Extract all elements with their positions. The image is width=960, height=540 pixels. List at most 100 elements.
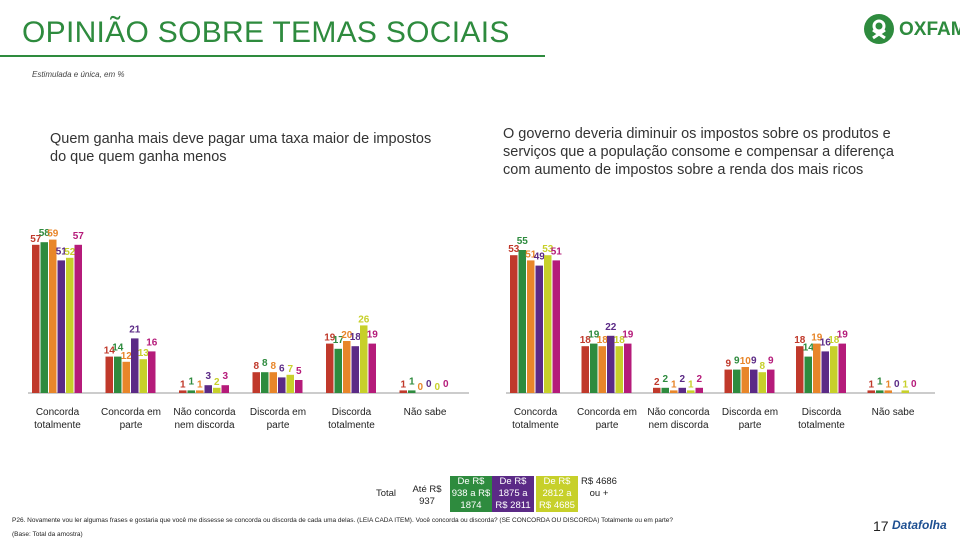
chart-2-data-label: 49 <box>534 252 546 263</box>
chart-2-category-label: Discorda em <box>722 407 778 418</box>
chart-1-data-label: 1 <box>409 376 415 387</box>
chart-1-bar <box>187 390 195 393</box>
legend-c1: Até R$ 937 <box>412 484 442 507</box>
chart-1-bar <box>105 356 113 393</box>
chart-2-data-label: 19 <box>811 333 823 344</box>
chart-1-data-label: 20 <box>341 330 353 341</box>
chart-2-bar <box>901 390 909 393</box>
chart-1-data-label: 51 <box>56 246 68 257</box>
chart-1-bar <box>66 257 74 393</box>
chart-2-bar <box>518 250 526 393</box>
chart-1-bar <box>343 341 351 393</box>
chart-2-data-label: 9 <box>734 356 740 367</box>
chart-1-data-label: 21 <box>129 324 141 335</box>
chart-2-bar <box>767 369 775 393</box>
chart-2-category-label: parte <box>596 420 619 431</box>
chart-1-data-label: 0 <box>434 382 440 393</box>
chart-1-category-label: Concorda em <box>101 407 161 418</box>
legend-c5: R$ 4686 ou + <box>581 476 617 499</box>
chart-2-data-label: 1 <box>885 379 891 390</box>
chart-1-bar <box>196 390 204 393</box>
chart-2-bar <box>590 343 598 393</box>
chart-1-bar <box>204 385 212 393</box>
chart-2-category-label: Não concorda <box>647 407 710 418</box>
chart-1-data-label: 58 <box>39 228 51 239</box>
chart-2-data-label: 1 <box>671 379 677 390</box>
chart-1-data-label: 6 <box>279 363 285 374</box>
chart-1-category-label: Discorda em <box>250 407 306 418</box>
chart-2-data-label: 19 <box>622 330 634 341</box>
chart-1-bar <box>114 356 122 393</box>
chart-2-category-label: nem discorda <box>648 420 708 431</box>
chart-2-data-label: 2 <box>679 374 685 385</box>
chart-1-data-label: 12 <box>121 351 133 362</box>
chart-1-data-label: 19 <box>324 333 336 344</box>
chart-1-bar <box>131 338 139 393</box>
chart-1-data-label: 8 <box>270 361 276 372</box>
chart-1-data-label: 5 <box>296 366 302 377</box>
chart-2-data-label: 18 <box>580 335 592 346</box>
chart-1-bar <box>399 390 407 393</box>
chart-2-data-label: 55 <box>517 236 529 247</box>
chart-2-data-label: 18 <box>597 335 609 346</box>
chart-1-data-label: 14 <box>112 343 124 354</box>
chart-2-bar <box>695 387 703 393</box>
chart-2-data-label: 18 <box>614 335 626 346</box>
chart-1-data-label: 1 <box>180 379 186 390</box>
chart-1-data-label: 26 <box>358 314 370 325</box>
chart-1-data-label: 3 <box>205 371 211 382</box>
chart-2-bar <box>867 390 875 393</box>
chart-2-bar <box>544 255 552 393</box>
chart-1-data-label: 8 <box>262 358 268 369</box>
chart-2-data-label: 53 <box>542 244 554 255</box>
chart-1-category-label: Concorda <box>36 407 80 418</box>
chart-2-category-label: parte <box>739 420 762 431</box>
legend-total: Total <box>375 488 397 499</box>
chart-1-bar <box>122 361 130 393</box>
chart-1-data-label: 0 <box>443 379 449 390</box>
chart-2-category-label: Discorda <box>802 407 842 418</box>
chart-1-bar <box>221 385 229 393</box>
chart-1-category-label: Não concorda <box>173 407 236 418</box>
chart-1-category-label: parte <box>120 420 143 431</box>
chart-2-data-label: 53 <box>508 244 520 255</box>
chart-1-data-label: 3 <box>222 371 228 382</box>
chart-2-data-label: 9 <box>768 356 774 367</box>
chart-1-bar <box>49 239 57 393</box>
chart-2-bar <box>615 346 623 393</box>
oxfam-logo-icon <box>864 14 894 44</box>
chart-1-bar <box>326 343 334 393</box>
chart-1-data-label: 18 <box>350 332 362 343</box>
base-note: (Base: Total da amostra) <box>12 531 83 538</box>
chart-2-bar <box>535 265 543 393</box>
legend-c3: De R$ 1875 a R$ 2811 <box>492 476 534 512</box>
chart-2-data-label: 19 <box>588 330 600 341</box>
chart-1-bar <box>360 325 368 393</box>
chart-2-bar <box>724 369 732 393</box>
chart-1-bar <box>139 359 147 393</box>
chart-2-bar <box>813 343 821 393</box>
chart-2-data-label: 1 <box>688 379 694 390</box>
chart-2-category-label: Não sabe <box>872 407 915 418</box>
chart-1-category-label: nem discorda <box>174 420 234 431</box>
chart-1-bar <box>32 244 40 393</box>
chart-2-bar <box>624 343 632 393</box>
chart-2-data-label: 1 <box>868 379 874 390</box>
chart-1-bar <box>252 372 260 393</box>
legend-c2: De R$ 938 a R$ 1874 <box>450 476 492 512</box>
chart-1-bar <box>148 351 156 393</box>
chart-1-data-label: 57 <box>73 231 85 242</box>
chart-1-bar <box>286 374 294 393</box>
chart-1-bar <box>295 380 303 393</box>
chart-1-data-label: 19 <box>367 330 379 341</box>
chart-2-data-label: 1 <box>902 379 908 390</box>
chart-2-bar <box>733 369 741 393</box>
chart-1-bar <box>261 372 269 393</box>
chart-2-data-label: 10 <box>740 356 752 367</box>
footnote: P26. Novamente vou ler algumas frases e … <box>12 517 674 524</box>
chart-2-data-label: 2 <box>654 377 660 388</box>
chart-2-bar <box>687 390 695 393</box>
title-rule <box>0 55 545 57</box>
chart-2-data-label: 18 <box>828 335 840 346</box>
